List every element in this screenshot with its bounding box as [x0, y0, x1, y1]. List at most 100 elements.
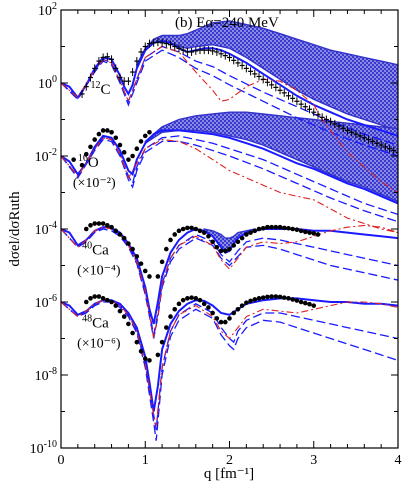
- nucleus-label: 16O: [78, 153, 99, 171]
- nucleus-scale-factor: (×10⁻⁴): [77, 264, 121, 279]
- data-point-16O: [134, 146, 140, 151]
- data-point-12C: [264, 78, 270, 87]
- data-point-40Ca: [303, 229, 308, 235]
- data-point-48Ca: [311, 303, 317, 308]
- data-point-40Ca: [100, 221, 106, 226]
- data-point-12C: [100, 53, 106, 62]
- chart-annotation: (b) Eα=240 MeV: [175, 15, 279, 31]
- data-point-40Ca: [155, 274, 161, 279]
- data-point-12C: [357, 131, 363, 140]
- series-48Ca-dashed-19: [61, 299, 398, 430]
- data-point-12C: [134, 57, 140, 66]
- data-point-48Ca: [286, 296, 291, 301]
- data-point-12C: [290, 94, 296, 103]
- data-point-40Ca: [109, 224, 114, 230]
- y-tick-base: 10: [35, 369, 49, 384]
- data-point-12C: [328, 117, 334, 126]
- data-point-12C: [239, 61, 245, 70]
- data-point-12C: [323, 115, 329, 124]
- y-tick-base: 10: [30, 442, 44, 457]
- series-12C-dashdot-5: [61, 45, 398, 193]
- data-point-48Ca: [92, 294, 97, 299]
- data-point-16O: [96, 131, 102, 137]
- data-point-16O: [83, 151, 89, 157]
- data-point-12C: [277, 86, 283, 95]
- data-point-12C: [382, 142, 388, 151]
- data-point-48Ca: [269, 294, 274, 299]
- data-point-40Ca: [227, 246, 232, 252]
- data-point-48Ca: [273, 294, 279, 299]
- x-tick-label: 0: [58, 453, 65, 468]
- nucleus-scale-factor: (×10⁻²): [73, 176, 116, 191]
- data-point-40Ca: [235, 239, 241, 245]
- data-point-40Ca: [248, 230, 253, 235]
- y-tick-exponent: -8: [49, 366, 57, 377]
- band-12C: [136, 20, 398, 132]
- data-point-16O: [113, 135, 119, 141]
- data-point-48Ca: [227, 316, 232, 321]
- data-point-48Ca: [307, 301, 312, 307]
- data-point-12C: [395, 148, 398, 157]
- data-point-16O: [138, 139, 144, 144]
- data-point-48Ca: [147, 358, 152, 363]
- data-point-12C: [227, 53, 232, 62]
- data-point-16O: [147, 129, 152, 135]
- y-tick-exponent: -2: [49, 147, 57, 158]
- data-point-40Ca: [315, 232, 321, 237]
- data-point-40Ca: [117, 232, 123, 237]
- data-point-12C: [113, 64, 119, 73]
- data-point-48Ca: [248, 298, 253, 304]
- data-point-12C: [340, 124, 346, 133]
- data-point-12C: [189, 47, 195, 56]
- data-point-12C: [273, 83, 279, 92]
- series-40Ca-dashed-16: [61, 228, 398, 339]
- data-point-12C: [117, 73, 123, 82]
- data-point-40Ca: [168, 237, 173, 243]
- data-point-12C: [180, 46, 186, 55]
- data-point-40Ca: [138, 261, 144, 266]
- data-point-40Ca: [159, 259, 165, 265]
- data-point-48Ca: [88, 296, 93, 301]
- nucleus-symbol: O: [88, 155, 99, 171]
- data-point-16O: [121, 150, 127, 155]
- data-point-40Ca: [172, 232, 178, 237]
- nucleus-mass-number: 40: [82, 241, 92, 252]
- data-point-12C: [366, 135, 372, 144]
- data-point-48Ca: [172, 307, 178, 312]
- data-point-40Ca: [147, 274, 152, 279]
- y-tick-base: 10: [35, 296, 49, 311]
- y-tick-label: 100: [38, 74, 57, 92]
- data-point-48Ca: [96, 294, 102, 299]
- data-point-48Ca: [235, 307, 241, 312]
- data-point-16O: [130, 153, 135, 159]
- data-point-40Ca: [260, 225, 266, 231]
- data-point-12C: [391, 146, 397, 155]
- series-48Ca-dashed-20: [61, 301, 398, 441]
- data-point-12C: [231, 56, 237, 65]
- y-tick-base: 10: [35, 223, 49, 238]
- data-point-48Ca: [142, 356, 148, 361]
- data-point-48Ca: [244, 300, 249, 306]
- data-point-48Ca: [277, 294, 283, 300]
- data-point-12C: [142, 42, 148, 51]
- data-point-48Ca: [197, 297, 203, 303]
- data-point-48Ca: [290, 297, 295, 302]
- data-point-12C: [201, 46, 207, 55]
- data-point-40Ca: [189, 225, 194, 231]
- data-point-48Ca: [193, 296, 199, 301]
- data-point-48Ca: [159, 339, 165, 345]
- data-point-40Ca: [311, 231, 317, 236]
- data-point-48Ca: [239, 303, 245, 308]
- y-tick-exponent: -6: [49, 293, 57, 304]
- data-point-12C: [361, 133, 367, 142]
- data-point-40Ca: [294, 227, 300, 233]
- data-point-40Ca: [88, 223, 93, 228]
- data-point-40Ca: [185, 225, 190, 231]
- data-point-40Ca: [197, 228, 203, 234]
- data-point-48Ca: [210, 310, 215, 316]
- data-point-48Ca: [155, 352, 161, 358]
- data-point-40Ca: [286, 225, 291, 231]
- data-point-48Ca: [298, 299, 304, 305]
